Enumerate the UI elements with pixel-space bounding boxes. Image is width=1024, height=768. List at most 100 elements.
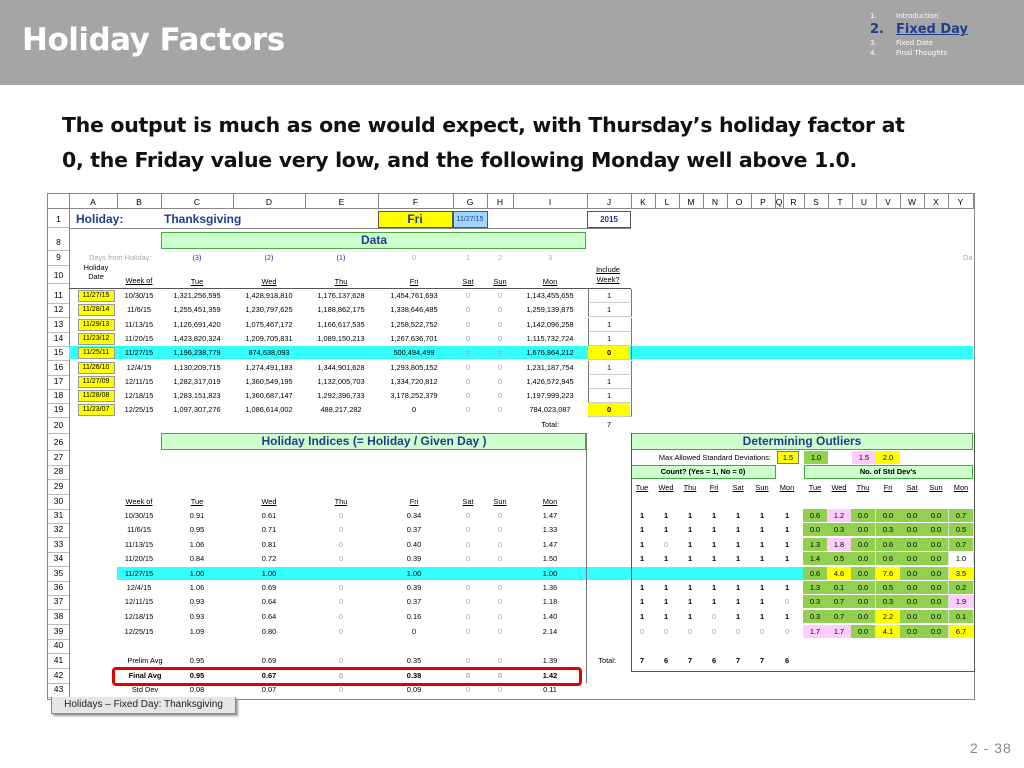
index-value: 0.37 [406,597,422,606]
holiday-date-value: 11/23/07 [82,406,110,413]
index-value: 1.06 [189,583,205,592]
count-value: 1 [735,597,741,606]
index-week-of: 11/6/15 [126,525,152,534]
row-divider [48,265,69,266]
final-value: 0 [338,671,344,680]
stddev-cell [949,509,974,522]
final-value: 0 [465,671,471,680]
row-number: 14 [53,333,64,343]
holiday-label: Holiday: [76,212,124,226]
stddev-day-header: Fri [883,483,893,492]
stddev-value: 0.3 [882,525,894,534]
max-std-cell-2 [804,451,828,464]
days-from-value: (1) [336,253,346,262]
stddev-cell [924,523,949,536]
count-value: 1 [711,597,717,606]
row-divider [48,375,69,376]
index-value: 0.64 [261,597,277,606]
days-from-value: 2 [497,253,503,262]
row-divider [48,624,69,625]
row-divider [48,389,69,390]
week-of-value: 11/6/15 [126,305,152,314]
day-header: Sat [462,277,474,286]
stddev-day-header: Tue [808,483,822,492]
nav-item-final-thoughts[interactable]: 4. Final Thoughts [870,49,948,57]
data-value: 3,178,252,379 [390,391,438,400]
stddev-value: 0 [338,685,344,694]
data-value: 1,321,256,595 [173,291,221,300]
stddev-value: 0.0 [930,525,942,534]
index-value: 0.39 [406,583,422,592]
max-std-value: 1.5 [858,453,870,462]
column-header-f: F [412,197,419,207]
stddev-cell [924,581,949,594]
holiday-date-cell [78,404,115,416]
total-label: Total: [541,420,559,429]
include-cell [588,289,632,303]
include-week-value: 1 [606,377,612,386]
max-std-cell-1 [777,451,799,464]
count-value: 0 [711,612,717,621]
column-divider [804,194,805,208]
row-number: 31 [53,510,64,520]
count-total-value: 7 [687,656,693,665]
include-cell [588,389,632,403]
stddev-value: 0.0 [930,612,942,621]
data-value: 1,334,720,812 [390,377,438,386]
row-number: 41 [53,655,64,665]
row-number: 11 [54,290,63,300]
column-header-h: H [496,197,504,207]
stddev-value: 0.0 [930,583,942,592]
stddev-cell [949,523,974,536]
data-value: 1,142,096,258 [526,320,574,329]
stddev-cell [851,567,876,580]
nav-item-introduction[interactable]: 1. Introduction [870,12,939,20]
data-value: 1,143,455,655 [526,291,574,300]
index-value: 1.00 [189,569,205,578]
row-number: 34 [53,553,64,563]
nav-item-fixed-day[interactable]: 2. Fixed Day [870,22,969,37]
stddev-value: 0.0 [930,627,942,636]
count-value: 1 [735,554,741,563]
count-value: 1 [687,583,693,592]
holiday-date-cell [78,347,115,359]
data-value: 1,196,238,779 [173,348,221,357]
data-value: 1,426,572,945 [526,377,574,386]
data-value: 0 [497,334,503,343]
count-value: 1 [639,525,645,534]
column-divider [305,194,306,208]
final-avg-callout [112,667,582,686]
data-value: 0 [497,320,503,329]
stddev-value: 1.9 [955,597,967,606]
include-week-value: 1 [606,391,612,400]
day-header: Wed [261,277,277,286]
count-total-value: 6 [784,656,790,665]
sheet-tab[interactable]: Holidays – Fixed Day: Thanksgiving [51,697,236,714]
stddev-cell [924,610,949,623]
stddev-value: 1.3 [809,583,821,592]
day-header: Tue [190,277,204,286]
index-week-of: 11/27/15 [124,569,154,578]
count-value: 1 [663,511,669,520]
nav-item-fixed-date[interactable]: 3. Fixed Date [870,39,934,47]
column-header-o: O [735,197,743,207]
stddev-value: 0.0 [882,511,894,520]
row-number: 17 [53,376,64,386]
index-value: 0.64 [261,612,277,621]
index-value: 0 [411,627,417,636]
count-value: 1 [711,583,717,592]
column-divider [900,194,901,208]
holiday-date-value: 11/28/08 [82,392,110,399]
index-value: 0.84 [189,554,205,563]
index-value: 0.95 [189,525,205,534]
row-divider [48,537,69,538]
row-divider [48,417,69,418]
max-std-label: Max Allowed Standard Deviations: [658,453,771,462]
prelim-value: 0 [338,656,344,665]
stddev-value: 0.0 [857,627,869,636]
stddev-value: 0.0 [930,554,942,563]
day-header: Fri [409,277,419,286]
row-divider [48,595,69,596]
index-value: 0 [465,612,471,621]
data-value: 0 [497,391,503,400]
